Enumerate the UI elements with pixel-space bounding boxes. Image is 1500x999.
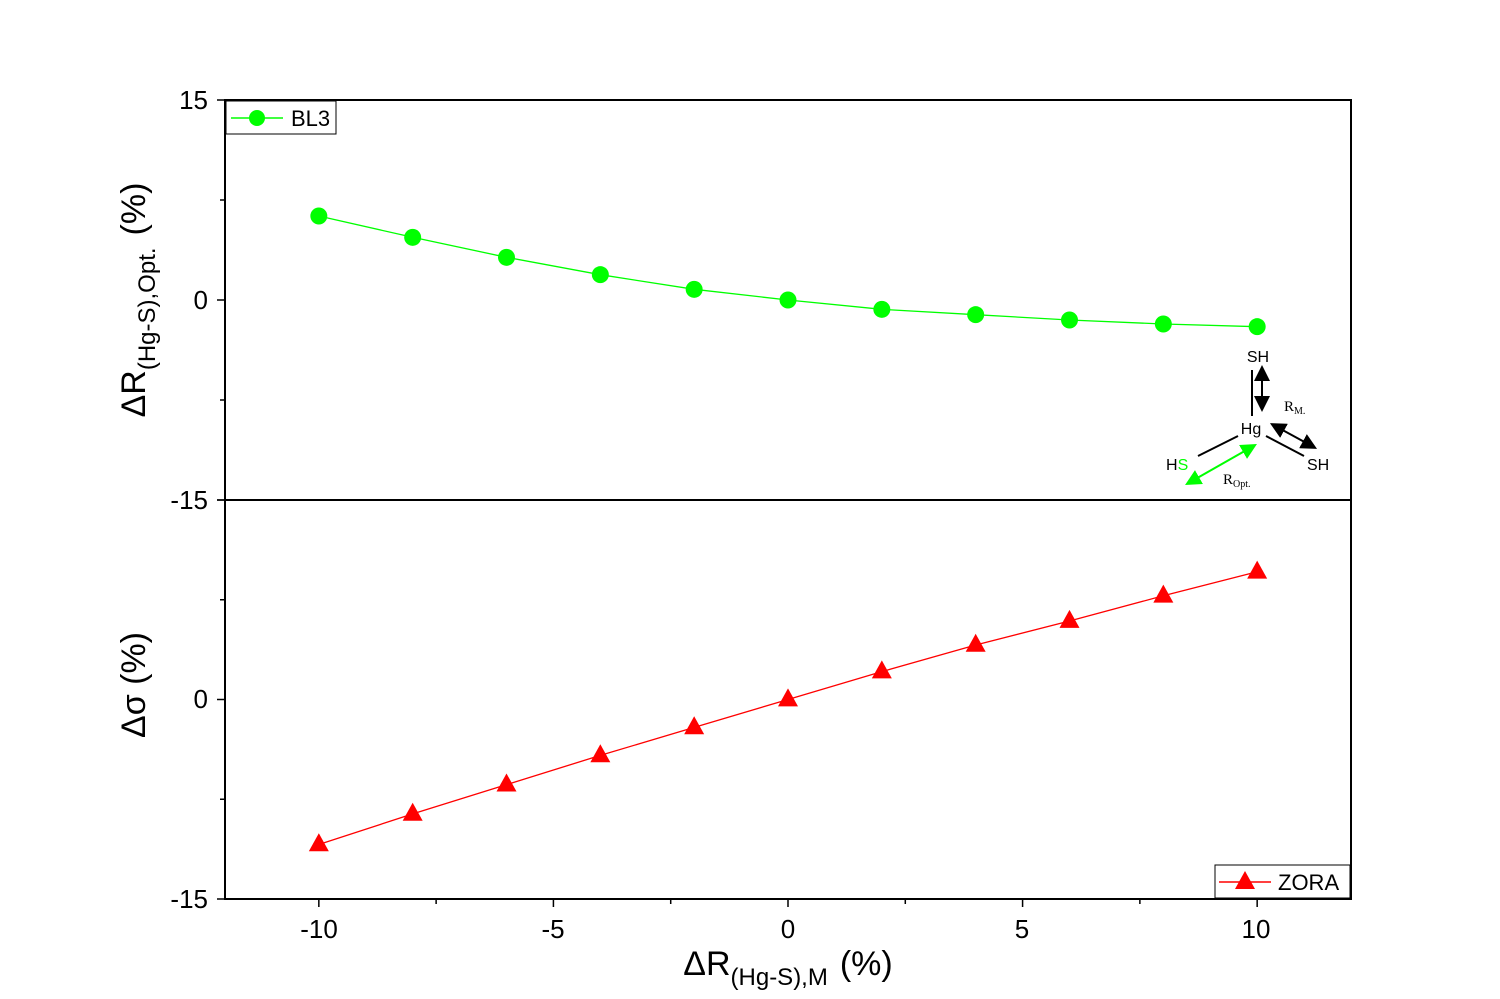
top-panel-y-ticks (217, 99, 225, 501)
xtick-label-neg10: -10 (300, 914, 338, 944)
xtick-label-neg5: -5 (541, 914, 564, 944)
zora-point (871, 660, 892, 679)
legend-zora-label: ZORA (1278, 870, 1339, 895)
bl3-point (591, 266, 609, 284)
inset-label-rm: RM. (1284, 399, 1305, 417)
zora-point (496, 773, 517, 792)
top-ytick-label-15: 15 (179, 85, 208, 115)
x-axis-ticks (318, 899, 1258, 907)
xtick-label-5: 5 (1015, 914, 1029, 944)
bottom-ytick-label-neg15: -15 (170, 884, 208, 914)
zora-point (1153, 584, 1174, 603)
bl3-point (873, 300, 891, 318)
zora-point (1247, 560, 1268, 579)
molecule-inset: SH Hg RM. HS SH ROpt. (1166, 349, 1329, 490)
zora-point (590, 744, 611, 763)
top-ytick-label-0: 0 (194, 285, 208, 315)
bl3-point (1061, 311, 1078, 329)
legend-bl3: BL3 (225, 100, 337, 135)
bl3-point (779, 291, 797, 309)
bottom-ytick-label-0: 0 (194, 684, 208, 714)
bl3-point (498, 248, 515, 266)
zora-series (308, 560, 1268, 852)
inset-top-atom: SH (1247, 349, 1269, 366)
legend-bl3-marker (249, 110, 265, 126)
bottom-y-axis-title: Δσ (%) (115, 632, 153, 738)
bottom-panel-y-ticks (217, 499, 225, 900)
zora-point (308, 833, 329, 852)
zora-series-line (318, 571, 1258, 846)
zora-point (965, 633, 986, 652)
xtick-label-0: 0 (781, 914, 795, 944)
inset-center-atom: Hg (1241, 421, 1261, 438)
bl3-point (310, 207, 328, 225)
x-axis-title: ΔR(Hg-S),M (%) (683, 945, 892, 991)
inset-label-ropt: ROpt. (1223, 472, 1251, 490)
bl3-point (967, 306, 985, 324)
bl3-point (685, 280, 703, 298)
xtick-label-10: 10 (1242, 914, 1271, 944)
legend-bl3-label: BL3 (291, 106, 330, 131)
zora-point (778, 688, 798, 707)
top-y-axis-title: ΔR(Hg-S),Opt.(%) (115, 183, 161, 418)
inset-bond-left (1197, 435, 1239, 457)
inset-arrow-ropt (1185, 444, 1257, 485)
zora-point (402, 802, 423, 821)
bl3-series (310, 207, 1266, 336)
inset-arrow-rm-diagonal (1269, 423, 1318, 449)
bl3-point (404, 228, 422, 246)
inset-left-atom: HS (1166, 457, 1188, 474)
inset-right-atom: SH (1307, 457, 1329, 474)
bl3-series-line (318, 215, 1258, 328)
legend-zora: ZORA (1214, 864, 1351, 899)
zora-point (684, 716, 705, 735)
bl3-point (1248, 318, 1266, 336)
zora-point (1059, 609, 1080, 628)
bl3-point (1154, 315, 1172, 333)
legend-zora-marker (1235, 871, 1255, 889)
top-ytick-label-neg15: -15 (170, 485, 208, 515)
